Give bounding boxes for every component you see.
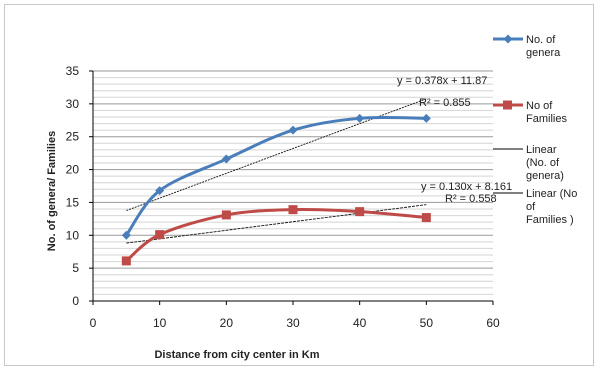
x-tick-label: 10 (153, 316, 167, 330)
data-point-genera (422, 114, 431, 123)
chart-frame: 0 10 20 30 40 50 60 0 5 10 15 20 25 30 35 y = 0.378x +… (4, 4, 594, 366)
chart-svg: 0 10 20 30 40 50 60 0 5 10 15 20 25 30 35 y = 0.378x +… (5, 5, 593, 365)
x-tick-label: 30 (286, 316, 300, 330)
y-tick-label: 15 (66, 195, 80, 209)
legend-label: No. of (526, 34, 556, 46)
data-point-families (122, 256, 131, 265)
legend-marker-square (503, 101, 512, 110)
y-tick-label: 10 (66, 228, 80, 242)
legend-marker-diamond (504, 35, 513, 44)
x-tick-label: 40 (353, 316, 367, 330)
y-tick-label: 20 (66, 163, 80, 177)
legend-label: of (526, 201, 536, 213)
x-axis-title: Distance from city center in Km (154, 349, 319, 361)
data-point-families (422, 213, 431, 222)
legend-label: Families ) (526, 214, 574, 226)
legend-label: Linear (526, 144, 557, 156)
data-point-genera (222, 155, 231, 164)
legend-label: No of (526, 100, 553, 112)
y-tick-label: 25 (66, 130, 80, 144)
legend-label: genera) (526, 170, 564, 182)
y-axis-title: No. of genera/ Families (46, 131, 58, 251)
y-tick-label: 35 (66, 64, 80, 78)
trendline-equation-genera: y = 0.378x + 11.87 (397, 75, 487, 87)
y-tick-label: 0 (72, 294, 79, 308)
trendline-genera (126, 99, 426, 211)
data-point-genera (355, 114, 364, 123)
legend-label: genera (526, 47, 561, 59)
data-point-families (355, 207, 364, 216)
trendline-r2-genera: R² = 0.855 (419, 97, 471, 109)
x-tick-label: 20 (220, 316, 234, 330)
data-point-families (289, 205, 298, 214)
data-point-genera (289, 126, 298, 135)
x-tick-label: 50 (420, 316, 434, 330)
y-tick-label: 5 (72, 261, 79, 275)
data-point-families (222, 210, 231, 219)
data-point-families (155, 230, 164, 239)
x-tick-label: 60 (486, 316, 500, 330)
legend-label: Linear (No (526, 188, 577, 200)
trendline-equation-families: y = 0.130x + 8.161 (421, 181, 512, 193)
legend-label: (No. of (526, 157, 560, 169)
trendline-r2-families: R² = 0.558 (445, 193, 497, 205)
y-tick-label: 30 (66, 97, 80, 111)
legend-label: Families (526, 113, 567, 125)
trendlines (126, 99, 426, 243)
x-tick-label: 0 (90, 316, 97, 330)
